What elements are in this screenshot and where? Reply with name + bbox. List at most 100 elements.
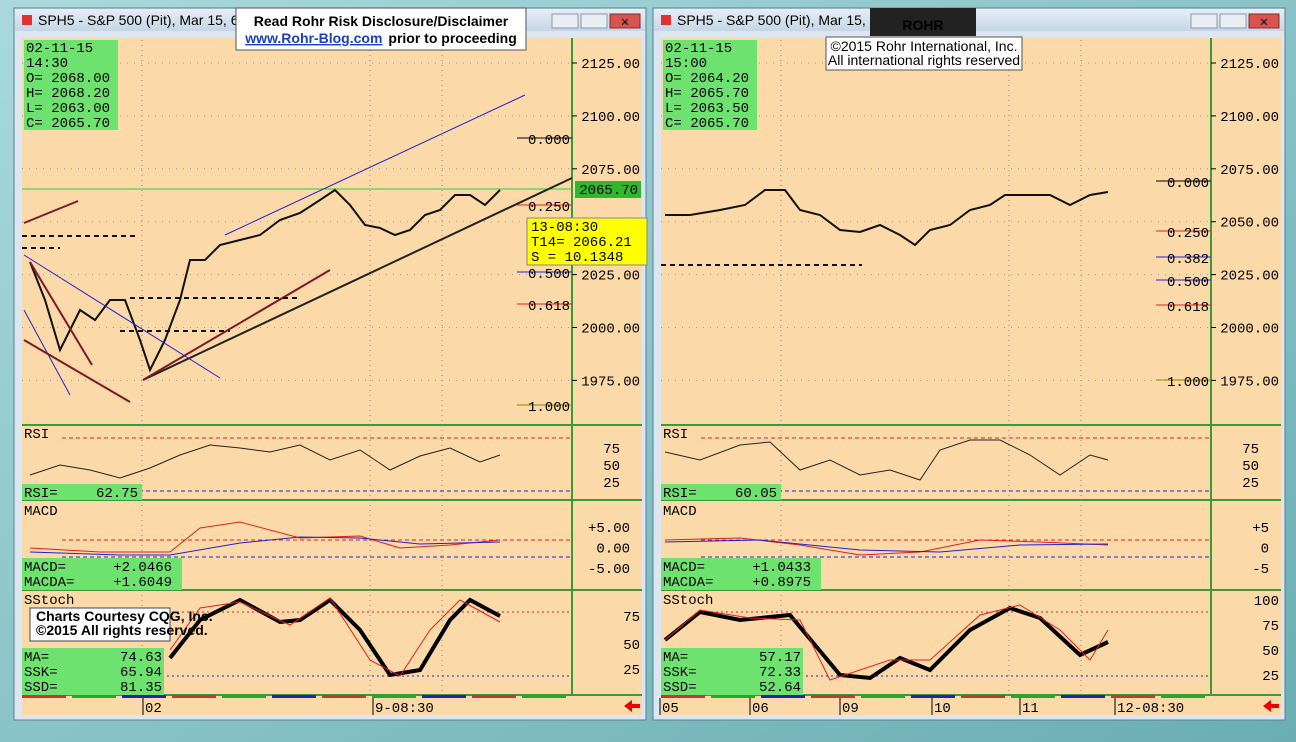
sstoch-readout-value: 74.63 [120, 650, 162, 666]
last-price: 2065.70 [579, 183, 638, 199]
sstoch-tick-label: 100 [1254, 594, 1279, 610]
disclaimer-line1: Read Rohr Risk Disclosure/Disclaimer [254, 13, 509, 29]
sstoch-tick-label: 75 [623, 610, 640, 626]
ohlc-box [24, 40, 118, 130]
ohlc-line: 14:30 [26, 56, 68, 72]
sstoch-readout-value: 81.35 [120, 680, 162, 696]
macd-tick-label: 0 [1261, 542, 1269, 558]
sstoch-readout-name: MA= [663, 650, 688, 666]
x-tick-label: 06 [752, 701, 769, 717]
macd-readout-value: +2.0466 [113, 560, 172, 576]
price-tick-label: 2025.00 [1220, 269, 1279, 285]
fib-label: 0.618 [1167, 300, 1209, 316]
sstoch-readout-value: 52.64 [759, 680, 801, 696]
price-tick-label: 2100.00 [581, 110, 640, 126]
fib-label: 0.000 [1167, 176, 1209, 192]
rsi-tick-label: 75 [1242, 442, 1259, 458]
fib-label: 0.250 [528, 200, 570, 216]
x-tick-label: 11 [1022, 701, 1039, 717]
macda-line [29, 536, 501, 556]
tooltip-line: 13-08:30 [531, 220, 598, 236]
maximize-button[interactable] [580, 13, 608, 29]
window-title: SPH5 - S&P 500 (Pit), Mar 15, 60 Min [38, 12, 273, 28]
last-price-box [575, 181, 641, 198]
credit-line: ©2015 All rights reserved. [36, 622, 208, 638]
rsi-tick-label: 50 [1242, 459, 1259, 475]
rsi-label: RSI [24, 427, 49, 443]
price-tick-label: 2000.00 [581, 322, 640, 338]
rsi-tick-label: 50 [603, 459, 620, 475]
sstoch-readout-name: SSK= [24, 665, 58, 681]
close-button[interactable] [609, 13, 641, 29]
price-tick-label: 2075.00 [1220, 163, 1279, 179]
minimize-button[interactable] [1190, 13, 1218, 29]
fib-label: 0.500 [1167, 275, 1209, 291]
price-tick-label: 2075.00 [581, 163, 640, 179]
price-tick-label: 1975.00 [581, 374, 640, 390]
session-strip [961, 695, 1005, 698]
macd-readout-name: MACD= [24, 560, 66, 576]
session-strip [711, 695, 755, 698]
session-strip [1061, 695, 1105, 698]
copyright-box [825, 36, 1023, 71]
credit-line: Charts Courtesy CQG, Inc. [36, 608, 213, 624]
ohlc-line: 02-11-15 [26, 41, 93, 57]
price-tick-label: 1975.00 [1220, 374, 1279, 390]
sstoch-readout-name: MA= [24, 650, 49, 666]
macd-tick-label: +5.00 [588, 521, 630, 537]
session-strip [861, 695, 905, 698]
macd-readout-name: MACDA= [663, 575, 713, 591]
rsi-label: RSI [663, 427, 688, 443]
macd-line [29, 521, 501, 553]
fib-label: 1.000 [1167, 375, 1209, 391]
x-tick-label: 05 [662, 701, 679, 717]
x-tick-label: 9-08:30 [375, 701, 434, 717]
session-strip [22, 695, 66, 698]
session-strip [761, 695, 805, 698]
close-x: ✕ [621, 15, 629, 31]
close-button[interactable] [1248, 13, 1280, 29]
price-path [665, 189, 1109, 247]
disclaimer-link[interactable]: www.Rohr-Blog.com [244, 30, 382, 46]
disclaimer-tail: prior to proceeding [388, 30, 516, 46]
macd-readout-name: MACDA= [24, 575, 74, 591]
session-strip [1161, 695, 1205, 698]
ohlc-line: C= 2065.70 [665, 116, 749, 132]
disclaimer-line2: www.Rohr-Blog.com prior to proceeding [244, 30, 517, 46]
price-path [29, 188, 501, 373]
macd-readout-value: +0.8975 [752, 575, 811, 591]
ohlc-line: C= 2065.70 [26, 116, 110, 132]
scroll-arrow[interactable] [1263, 700, 1279, 712]
chart-area [661, 38, 1281, 715]
sstoch-label: SStoch [24, 593, 74, 609]
x-tick-label: 12-08:30 [1117, 701, 1184, 717]
session-strip [661, 695, 705, 698]
maximize-button[interactable] [1219, 13, 1247, 29]
sstoch-tick-label: 50 [623, 638, 640, 654]
ohlc-line: 02-11-15 [665, 41, 732, 57]
rsi-line [664, 439, 1109, 481]
session-strip [811, 695, 855, 698]
macd-tick-label: -5 [1252, 562, 1269, 578]
close-x: ✕ [1260, 15, 1268, 31]
sstoch-readout-value: 65.94 [120, 665, 162, 681]
macd-readout-box [22, 558, 182, 590]
sstoch-readout-box [22, 648, 164, 695]
scroll-arrow[interactable] [624, 700, 640, 712]
logo-box [870, 8, 976, 36]
trendline [142, 177, 573, 381]
minimize-button[interactable] [551, 13, 579, 29]
ohlc-line: O= 2064.20 [665, 71, 749, 87]
price-tick-label: 2000.00 [1220, 322, 1279, 338]
session-strip [272, 695, 316, 698]
trendline [23, 200, 79, 224]
sstoch-readout-name: SSD= [663, 680, 697, 696]
sstoch-tick-label: 75 [1262, 619, 1279, 635]
ohlc-box [663, 40, 757, 130]
rsi-readout-box [22, 484, 142, 500]
sstoch-readout-name: SSD= [24, 680, 58, 696]
macd-line [664, 537, 1109, 556]
disclaimer-box[interactable] [235, 7, 527, 51]
sstoch-readout-value: 57.17 [759, 650, 801, 666]
macd-label: MACD [663, 504, 697, 520]
